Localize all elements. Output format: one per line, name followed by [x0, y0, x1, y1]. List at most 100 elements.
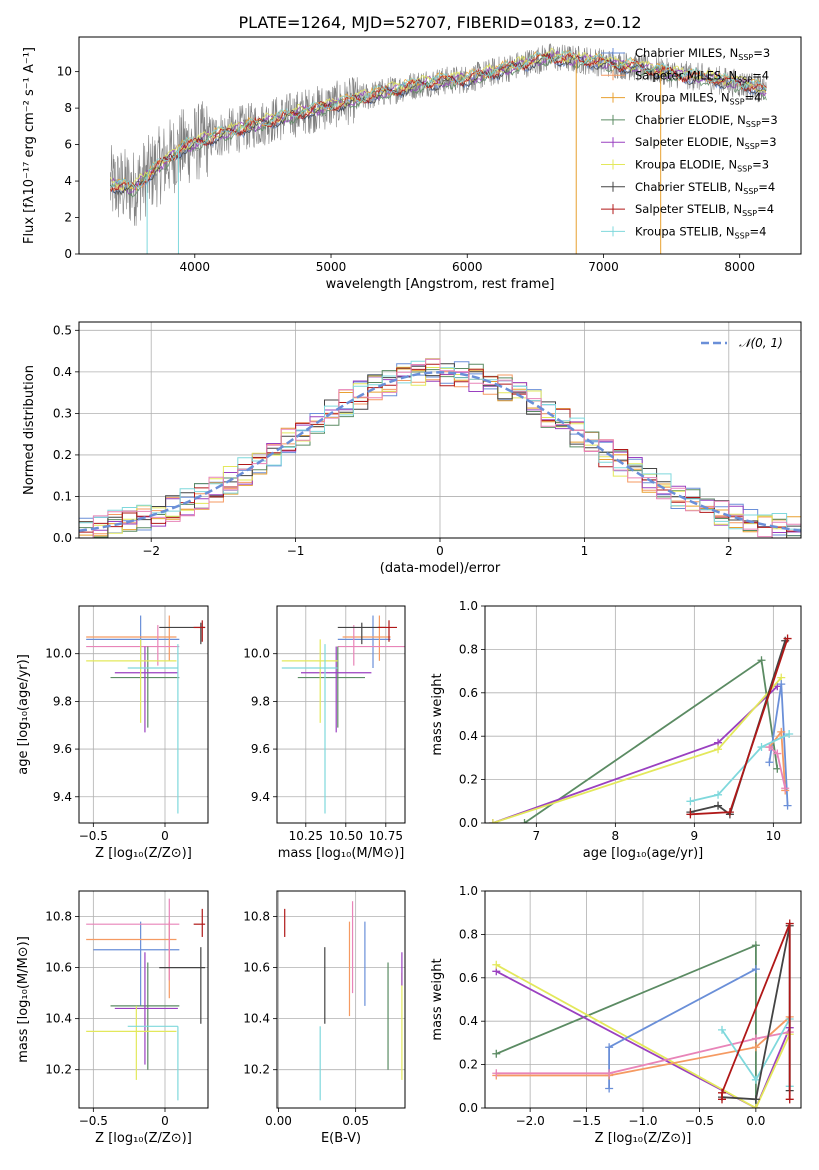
y-axis-label: mass [log₁₀(M/M⊙)]: [16, 936, 31, 1063]
y-tick-label: 0.0: [459, 1101, 478, 1115]
legend-label: Salpeter MILES, NSSP=4: [635, 68, 769, 84]
axes-frame: [78, 321, 802, 539]
weight-marker: [492, 1069, 501, 1078]
y-tick-label: 10.6: [45, 961, 72, 975]
weight-marker: [714, 801, 723, 810]
y-tick-label: 9.6: [53, 742, 72, 756]
x-axis-label: Z [log₁₀(Z/Z⊙)]: [95, 846, 192, 861]
weight-marker: [765, 758, 774, 767]
age_vs_mass-plot-area: [281, 615, 405, 814]
errorbar-point: [127, 644, 179, 814]
x-axis-label: Z [log₁₀(Z/Z⊙)]: [95, 1131, 192, 1146]
mass_vs_Z-plot-area: [86, 898, 206, 1101]
weight-marker: [751, 1034, 760, 1043]
errorbar-point: [86, 625, 180, 666]
errorbar-point: [159, 622, 206, 645]
x-tick-label: 0: [436, 544, 444, 558]
y-tick-label: 0.8: [459, 927, 478, 941]
errorbar-point: [337, 615, 391, 668]
y-tick-label: 0.2: [53, 448, 72, 462]
weight-marker: [757, 656, 766, 665]
mass_vs_ebv-panel: 0.00 0.05 10.2 10.4 10.6 10.8 E(B-V): [243, 890, 406, 1146]
mass_vs_ebv-grid: [277, 891, 405, 1108]
massweight_vs_age-grid: [485, 605, 801, 824]
x-tick-label: −2: [142, 544, 160, 558]
y-tick-label: 0.2: [459, 1058, 478, 1072]
y-tick-label: 10.2: [45, 1063, 72, 1077]
y-tick-label: 10.6: [243, 961, 270, 975]
legend-label: Kroupa MILES, NSSP=4: [635, 91, 761, 107]
weight-line-salpeter-elodie: [495, 970, 791, 1108]
y-tick-label: 10.4: [243, 1012, 270, 1026]
weight-line-kroupa-elodie: [495, 964, 791, 1108]
weight-marker: [686, 797, 695, 806]
y-tick-label: 10.0: [243, 647, 270, 661]
weight-line-salpeter-elodie: [492, 685, 778, 823]
weight-marker: [751, 1075, 760, 1084]
x-tick-label: 7000: [588, 260, 619, 274]
normal-curve: [79, 371, 801, 532]
y-axis-label: Normed distribution: [22, 365, 37, 495]
errorbar-point: [377, 620, 397, 642]
x-axis-label: E(B-V): [321, 1131, 361, 1146]
y-tick-label: 0.6: [459, 971, 478, 985]
x-tick-label: 2: [725, 544, 733, 558]
y-tick-label: 0.4: [459, 1014, 478, 1028]
errorbar-point: [337, 622, 386, 645]
weight-marker: [751, 1043, 760, 1052]
weight-marker: [773, 749, 782, 758]
axes-frame: [78, 36, 802, 255]
weight-marker: [757, 743, 766, 752]
x-tick-label: 1: [581, 544, 589, 558]
weight-marker: [751, 965, 760, 974]
spectrum-plot-area: [109, 43, 767, 254]
data-spectrum-line: [110, 43, 767, 226]
massweight_vs_Z-plot-area: [492, 919, 794, 1108]
weight-marker: [785, 919, 794, 928]
x-tick-label: −0.5: [79, 1114, 108, 1128]
y-axis-label: Flux [fλ10⁻¹⁷ erg cm⁻² s⁻¹ A⁻¹]: [22, 47, 37, 244]
y-tick-label: 9.4: [53, 790, 72, 804]
y-tick-label: 10.2: [243, 1063, 270, 1077]
x-axis-label: (data-model)/error: [380, 561, 501, 576]
weight-marker: [605, 1069, 614, 1078]
errorbar-point: [297, 646, 365, 728]
x-tick-label: 0.00: [265, 1114, 292, 1128]
weight-line-chabrier-elodie: [495, 943, 757, 1108]
y-tick-label: 1.0: [459, 599, 478, 613]
errorbar-point: [93, 921, 180, 1006]
weight-marker: [492, 1049, 501, 1058]
axes-frame: [484, 605, 802, 824]
y-tick-label: 9.4: [251, 790, 270, 804]
errorbar-point: [86, 639, 177, 723]
x-tick-label: 4000: [180, 260, 211, 274]
residuals-plot-area: [79, 358, 801, 538]
errorbar-point: [337, 625, 405, 666]
y-tick-label: 10.4: [45, 1012, 72, 1026]
axes-frame: [276, 605, 406, 824]
errorbar-point: [86, 615, 177, 661]
y-tick-label: 0.2: [459, 773, 478, 787]
errorbar-point: [193, 620, 206, 642]
y-tick-label: 0: [64, 247, 72, 261]
y-axis-label: mass weight: [430, 958, 445, 1040]
y-tick-label: 0.1: [53, 489, 72, 503]
errorbar-point: [127, 1025, 179, 1101]
axes-frame: [78, 605, 209, 824]
errorbar-point: [342, 615, 391, 661]
x-tick-label: 7: [533, 829, 541, 843]
x-tick-label: 10.50: [329, 829, 363, 843]
y-tick-label: 4: [64, 174, 72, 188]
y-tick-label: 10.8: [243, 910, 270, 924]
y-tick-label: 0.8: [459, 642, 478, 656]
y-tick-label: 9.8: [53, 694, 72, 708]
weight-marker: [718, 1025, 726, 1034]
weight-marker: [605, 1084, 614, 1093]
x-axis-label: wavelength [Angstrom, rest frame]: [326, 277, 555, 292]
x-tick-label: 0.0: [746, 1114, 765, 1128]
weight-marker: [751, 941, 760, 950]
legend-label: Chabrier ELODIE, NSSP=3: [635, 113, 778, 129]
errorbar-point: [281, 639, 338, 723]
x-tick-label: 10.25: [289, 829, 323, 843]
